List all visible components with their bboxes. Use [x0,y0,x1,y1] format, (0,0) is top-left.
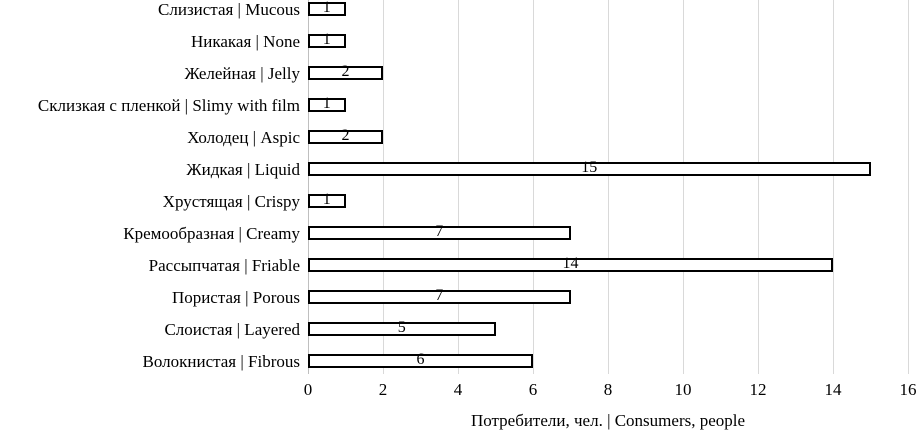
bar: 7 [308,287,571,305]
bar: 1 [308,95,346,113]
bar: 6 [308,351,533,369]
bar-row: 6 [308,345,908,377]
category-label: Волокнистая | Fibrous [142,351,300,371]
gridline [533,0,534,374]
category-label: Пористая | Porous [171,287,300,307]
category-label: Хрустящая | Crispy [162,191,300,211]
x-tick-label: 2 [378,380,388,399]
bar-value-label: 2 [341,127,350,145]
bar-row: 2 [308,121,908,153]
bar-value-label: 1 [322,191,331,209]
bar: 15 [308,159,871,177]
x-tick-label: 10 [674,380,692,399]
bar-row: 1 [308,25,908,57]
bar-value-label: 5 [397,319,406,337]
bar: 14 [308,255,833,273]
x-tick-label: 16 [899,380,917,399]
x-tick-label: 6 [528,380,538,399]
bar-value-label: 6 [416,351,425,369]
x-axis-ticks: 0 2 4 6 8 10 12 14 16 [304,380,917,403]
bar: 1 [308,191,346,209]
x-axis-title: Потребители, чел. | Consumers, people [470,411,746,430]
category-label: Слоистая | Layered [164,319,300,339]
x-tick-label: 4 [453,380,463,399]
category-label: Никакая | None [190,31,300,51]
gridline [908,0,909,374]
plot-area: 1 1 2 1 2 15 1 7 14 7 [308,0,908,377]
bar-value-label: 1 [322,31,331,49]
category-label: Рассыпчатая | Friable [148,255,300,275]
gridline [383,0,384,374]
bar-value-label: 1 [322,0,331,17]
category-label: Кремообразная | Creamy [123,223,300,243]
bar-row: 7 [308,217,908,249]
bar-row: 2 [308,57,908,89]
gridline [758,0,759,374]
x-tick-label: 14 [824,380,842,399]
gridline [833,0,834,374]
bar: 1 [308,31,346,49]
bar-row: 5 [308,313,908,345]
category-label: Жидкая | Liquid [186,159,300,179]
bar-value-label: 7 [435,223,444,241]
bar-value-label: 2 [341,63,350,81]
bar-value-label: 15 [581,159,598,177]
category-label: Холодец | Aspic [187,127,300,147]
gridline [458,0,459,374]
x-tick-label: 0 [303,380,313,399]
gridline [683,0,684,374]
gridline [308,0,309,374]
bar-row: 14 [308,249,908,281]
bar: 2 [308,63,383,81]
bar: 7 [308,223,571,241]
bar: 2 [308,127,383,145]
category-label: Склизкая с пленкой | Slimy with film [37,95,300,115]
bar-row: 7 [308,281,908,313]
bar-value-label: 1 [322,95,331,113]
gridlines [308,0,909,374]
bar-row: 1 [308,185,908,217]
x-tick-label: 8 [603,380,613,399]
bar: 5 [308,319,496,337]
bar-value-label: 7 [435,287,444,305]
category-label: Слизистая | Mucous [158,0,300,19]
bar-row: 15 [308,153,908,185]
x-tick-label: 12 [749,380,767,399]
bar-row: 1 [308,0,908,25]
category-axis: Слизистая | Mucous Никакая | None Желейная… [0,0,300,377]
category-label: Желейная | Jelly [184,63,300,83]
bar-row: 1 [308,89,908,121]
bar: 1 [308,0,346,17]
bar-value-label: 14 [562,255,579,273]
gridline [608,0,609,374]
